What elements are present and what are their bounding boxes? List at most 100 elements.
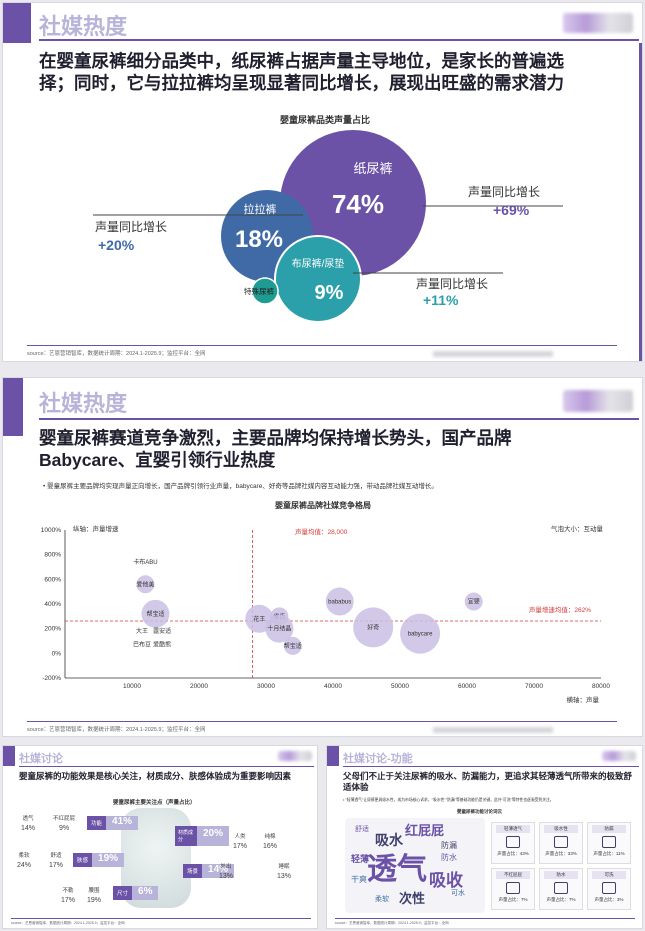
footer-divider — [335, 918, 635, 919]
card-label: 可洗 — [592, 871, 626, 879]
source-note: source：艺恩营销智库，数据统计周期：2024.1-2025.9；监控平台：… — [27, 727, 206, 733]
brand-bubble — [141, 599, 170, 628]
header-divider — [39, 418, 639, 420]
sub-item-value: 14% — [21, 824, 36, 832]
card-icon — [554, 882, 568, 894]
cloud-word: 防漏 — [441, 841, 457, 850]
function-card: 轻薄透气 声量占比：43% — [491, 822, 535, 864]
sub-item-value: 19% — [87, 896, 102, 904]
value-diaper: 74% — [332, 189, 384, 219]
source-note: source：艺恩营销智库，数据统计周期：2024.1-2025.9；监控平台：… — [11, 921, 125, 925]
focus-tag-scene: 场景 14% — [183, 864, 235, 878]
x-tick-label: 20000 — [190, 683, 208, 690]
brand-logo — [602, 751, 636, 761]
brand-logo — [278, 751, 312, 761]
chart-title: 婴童尿裤主要关注点（声量占比） — [113, 800, 196, 806]
headline-line-2: Babycare、宜婴引领行业热度 — [39, 449, 276, 470]
sub-item-value: 16% — [263, 842, 278, 850]
brand-label: 露安适 — [153, 627, 171, 635]
slide-header: 社媒讨论 — [19, 753, 63, 765]
cloud-word: 舒适 — [355, 826, 369, 833]
brand-bubble — [265, 614, 294, 643]
footer-divider — [11, 918, 311, 919]
sub-item-label: 不勒 — [62, 888, 74, 894]
sub-item: 不红屁屁 9% — [53, 816, 75, 833]
bullet-text: "轻薄透气"让尿裤更具吸水性，成为市场核心诉求，"吸水性""防漏"等基础功能仍是… — [345, 798, 554, 802]
x-tick-label: 10000 — [123, 683, 141, 690]
blurred-footer — [433, 727, 553, 733]
cloud-word: 干爽 — [351, 875, 367, 884]
sub-item-value: 13% — [219, 872, 234, 880]
avg-y-label: 声量增速均值：262% — [529, 605, 591, 614]
label-special: 特殊尿裤 — [244, 286, 274, 296]
word-cloud: 透气 吸收 吸水 红屁屁 轻薄 干爽 防漏 次性 防水 柔软 可水 舒适 — [345, 818, 485, 913]
card-value: 声量占比：43% — [497, 851, 529, 856]
focus-tag-size: 尺寸 6% — [113, 886, 159, 900]
x-tick-label: 60000 — [458, 683, 476, 690]
cloud-word: 次性 — [399, 891, 426, 906]
brand-bubble — [325, 587, 354, 616]
slide-brand-competition: 社媒热度 婴童尿裤赛道竞争激烈，主要品牌均保持增长势头，国产品牌 Babycar… — [2, 377, 643, 737]
brand-label: 帮宝适 — [146, 610, 164, 618]
y-tick-label: 200% — [44, 626, 61, 633]
tag-label: 功能 — [87, 816, 107, 830]
sub-item: 睡眠 13% — [277, 864, 291, 881]
sub-item: 腰围 19% — [87, 888, 101, 905]
brand-label: babycare — [408, 632, 433, 638]
footer-divider — [27, 345, 617, 346]
focus-tag-skin: 肤感 19% — [73, 853, 125, 867]
label-pull-up: 拉拉裤 — [244, 202, 277, 216]
brand-label: 花王 — [253, 615, 265, 623]
header-divider — [343, 766, 639, 767]
function-card: 不红屁屁 声量占比：7% — [491, 868, 535, 910]
right-accent — [639, 43, 642, 361]
header-accent-bar — [3, 378, 23, 436]
slide-headline: 父母们不止于关注尿裤的吸水、防漏能力，更追求其轻薄透气所带来的极致舒适体验 — [343, 771, 633, 792]
source-note: source：艺恩营销智库，数据统计周期：2024.1-2025.9；监控平台：… — [335, 921, 449, 925]
brand-bubble — [464, 592, 483, 611]
sub-item-label: 纯棉 — [264, 834, 276, 840]
header-accent-bar — [327, 746, 339, 766]
cloud-word: 透气 — [367, 853, 427, 886]
sub-item-label: 睡眠 — [278, 864, 290, 870]
brand-label: 爱他美 — [136, 580, 154, 588]
headline-line-1: 在婴童尿裤细分品类中，纸尿裤占据声量主导地位，是家长的普遍选 — [39, 51, 564, 71]
brand-bubble — [283, 636, 302, 655]
sub-item-value: 17% — [233, 842, 248, 850]
label-cloth: 布尿裤/尿垫 — [292, 257, 345, 270]
x-tick-label: 80000 — [592, 683, 610, 690]
yoy-value-cloth: +11% — [423, 292, 459, 308]
card-label: 防漏 — [592, 825, 626, 833]
cloud-word: 吸水 — [375, 832, 403, 848]
yoy-value-diaper: +69% — [493, 202, 530, 218]
tag-label: 材质成分 — [175, 826, 197, 846]
brand-scatter-chart: 婴童尿裤品牌社媒竞争格局 纵轴：声量增速 气泡大小：互动量 横轴：声量 1000… — [41, 500, 611, 704]
x-axis-name: 横轴：声量 — [567, 695, 600, 704]
slide-header: 社媒热度 — [39, 391, 128, 416]
slide-headline: 婴童尿裤的功能效果是核心关注，材质成分、肤感体验成为重要影响因素 — [19, 771, 292, 781]
card-label: 吸水性 — [544, 825, 578, 833]
y-tick-label: 800% — [44, 552, 61, 559]
sub-item: 透气 14% — [21, 816, 35, 833]
sub-item-value: 17% — [49, 861, 64, 869]
size-legend: 气泡大小：互动量 — [551, 524, 604, 533]
headline-line-1: 婴童尿裤赛道竞争激烈，主要品牌均保持增长势头，国产品牌 — [39, 428, 512, 448]
card-icon — [506, 882, 520, 894]
brand-bubble — [400, 613, 441, 654]
bullet-text: 婴童尿裤主要品牌均实现声量正向增长，国产品牌引领行业声量，babycare、好奇… — [47, 483, 438, 490]
slide-headline: 婴童尿裤赛道竞争激烈，主要品牌均保持增长势头，国产品牌 Babycare、宜婴引… — [39, 428, 639, 472]
tag-label: 尺寸 — [113, 886, 133, 900]
y-tick-label: 400% — [44, 601, 61, 608]
brand-label: 卡布ABU — [133, 558, 157, 566]
cloud-word: 防水 — [441, 853, 457, 862]
avg-x-label: 声量均值：28,000 — [295, 527, 348, 536]
brand-label: 好奇 — [367, 623, 379, 631]
blurred-footer — [433, 351, 553, 357]
chart-title: 婴童尿裤功能讨论词云 — [457, 809, 502, 814]
sub-item: 舒适 17% — [49, 853, 63, 870]
header-accent-bar — [3, 746, 15, 766]
card-label: 不红屁屁 — [496, 871, 530, 879]
brand-label: bababus — [328, 600, 351, 606]
sub-item: 柔软 24% — [17, 853, 31, 870]
slide-category-share: 社媒热度 在婴童尿裤细分品类中，纸尿裤占据声量主导地位，是家长的普遍选 择；同时… — [2, 2, 643, 362]
